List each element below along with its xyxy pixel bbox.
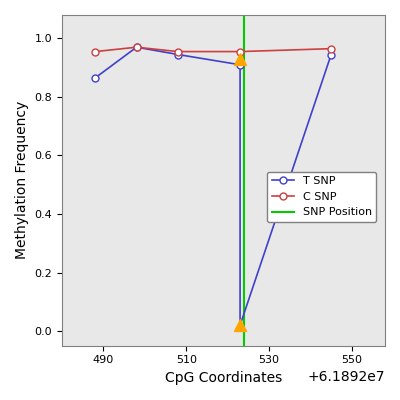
Legend: T SNP, C SNP, SNP Position: T SNP, C SNP, SNP Position: [267, 172, 376, 222]
X-axis label: CpG Coordinates: CpG Coordinates: [165, 371, 282, 385]
Y-axis label: Methylation Frequency: Methylation Frequency: [15, 101, 29, 260]
